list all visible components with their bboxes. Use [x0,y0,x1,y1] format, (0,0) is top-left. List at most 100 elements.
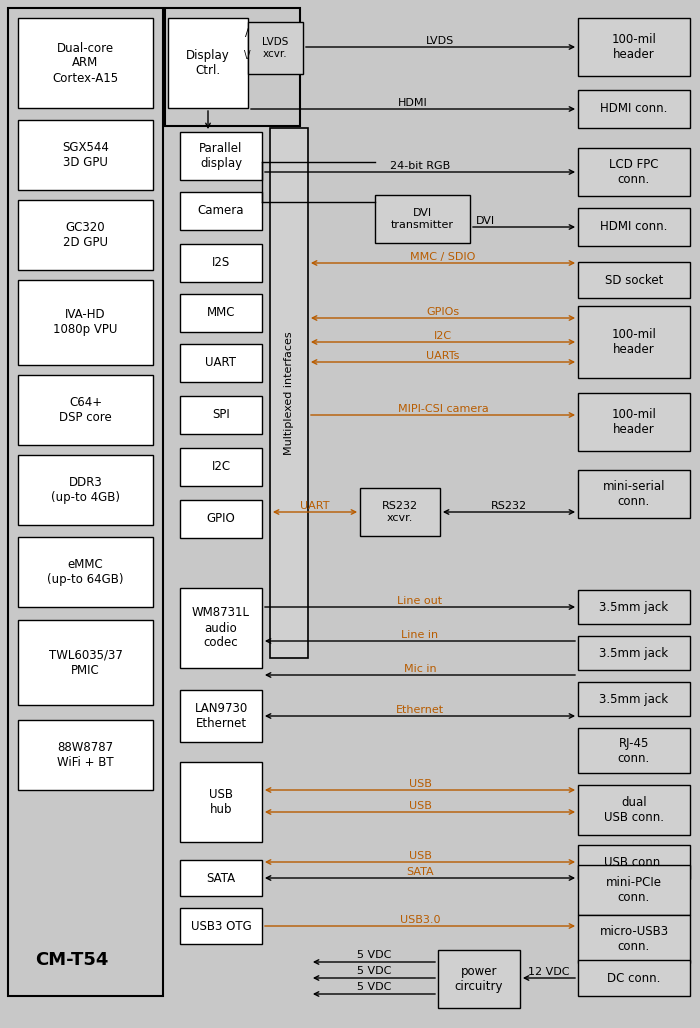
Text: DVI
transmitter: DVI transmitter [391,209,454,230]
Text: power
circuitry: power circuitry [455,965,503,993]
Text: LVDS: LVDS [426,36,454,46]
Text: UART: UART [206,357,237,369]
FancyBboxPatch shape [18,720,153,790]
Text: 100-mil
header: 100-mil header [612,33,657,61]
Text: IVA-HD
1080p VPU: IVA-HD 1080p VPU [53,308,118,336]
FancyBboxPatch shape [578,208,690,246]
FancyBboxPatch shape [18,455,153,525]
Text: GPIO: GPIO [206,513,235,525]
FancyBboxPatch shape [180,500,262,538]
FancyBboxPatch shape [180,244,262,282]
FancyBboxPatch shape [180,588,262,668]
FancyBboxPatch shape [578,960,690,996]
FancyBboxPatch shape [180,294,262,332]
FancyBboxPatch shape [180,908,262,944]
Text: Line out: Line out [398,596,442,605]
Text: 5 VDC: 5 VDC [357,966,391,976]
FancyBboxPatch shape [18,280,153,365]
Text: DVI: DVI [475,216,495,226]
FancyBboxPatch shape [578,728,690,773]
Text: 5 VDC: 5 VDC [357,950,391,960]
FancyBboxPatch shape [180,448,262,486]
Text: CM-T54: CM-T54 [35,951,108,969]
FancyBboxPatch shape [578,682,690,715]
Text: RS232: RS232 [491,501,527,511]
Text: USB3 OTG: USB3 OTG [190,919,251,932]
Text: 88W8787
WiFi + BT: 88W8787 WiFi + BT [57,741,114,769]
Text: HDMI: HDMI [398,98,428,108]
FancyBboxPatch shape [360,488,440,536]
FancyBboxPatch shape [180,690,262,742]
Text: LCD FPC
conn.: LCD FPC conn. [609,158,659,186]
Text: dual
USB conn.: dual USB conn. [604,796,664,824]
FancyBboxPatch shape [180,192,262,230]
FancyBboxPatch shape [578,845,690,879]
Text: SGX544
3D GPU: SGX544 3D GPU [62,141,109,169]
Text: Display
Ctrl.: Display Ctrl. [186,49,230,77]
Text: DDR3
(up-to 4GB): DDR3 (up-to 4GB) [51,476,120,504]
FancyBboxPatch shape [18,620,153,705]
Text: MIPI-CSI camera: MIPI-CSI camera [398,404,489,414]
FancyBboxPatch shape [180,344,262,382]
FancyBboxPatch shape [375,195,470,243]
FancyBboxPatch shape [438,950,520,1008]
Text: USB conn.: USB conn. [604,855,664,869]
Text: I2C: I2C [434,331,452,341]
Text: TWL6035/37
PMIC: TWL6035/37 PMIC [48,649,122,676]
FancyBboxPatch shape [578,915,690,963]
Text: 3.5mm jack: 3.5mm jack [599,647,668,660]
Text: mini-serial
conn.: mini-serial conn. [603,480,665,508]
Text: HDMI conn.: HDMI conn. [601,220,668,233]
Text: USB3.0: USB3.0 [400,915,440,925]
FancyBboxPatch shape [180,860,262,896]
Text: 5 VDC: 5 VDC [357,982,391,992]
FancyBboxPatch shape [578,262,690,298]
Text: 3.5mm jack: 3.5mm jack [599,693,668,705]
Text: Ethernet: Ethernet [396,705,444,715]
Text: Mic in: Mic in [404,664,436,674]
Text: USB: USB [409,779,431,790]
FancyBboxPatch shape [578,785,690,835]
Text: micro-USB3
conn.: micro-USB3 conn. [599,925,668,953]
Text: \/: \/ [244,50,251,60]
Text: Dual-core
ARM
Cortex-A15: Dual-core ARM Cortex-A15 [52,41,118,84]
FancyBboxPatch shape [248,22,303,74]
Text: SPI: SPI [212,408,230,421]
Text: SATA: SATA [406,867,434,877]
Text: WM8731L
audio
codec: WM8731L audio codec [192,607,250,650]
Text: C64+
DSP core: C64+ DSP core [59,396,112,424]
Text: Parallel
display: Parallel display [199,142,243,170]
FancyBboxPatch shape [180,762,262,842]
Text: I2C: I2C [211,461,230,474]
FancyBboxPatch shape [578,393,690,451]
Text: 24-bit RGB: 24-bit RGB [390,161,450,171]
Text: LAN9730
Ethernet: LAN9730 Ethernet [195,702,248,730]
FancyBboxPatch shape [578,470,690,518]
Text: RJ-45
conn.: RJ-45 conn. [618,736,650,765]
Text: GC320
2D GPU: GC320 2D GPU [63,221,108,249]
FancyBboxPatch shape [18,19,153,108]
FancyBboxPatch shape [270,128,308,658]
Text: MMC: MMC [206,306,235,320]
Text: HDMI conn.: HDMI conn. [601,103,668,115]
Text: 12 VDC: 12 VDC [528,967,570,977]
Text: SD socket: SD socket [605,273,663,287]
Text: GPIOs: GPIOs [426,307,460,317]
FancyBboxPatch shape [180,396,262,434]
FancyBboxPatch shape [578,306,690,378]
FancyBboxPatch shape [168,19,248,108]
Text: Camera: Camera [197,205,244,218]
Text: Multiplexed interfaces: Multiplexed interfaces [284,331,294,454]
FancyBboxPatch shape [18,375,153,445]
Text: mini-PCIe
conn.: mini-PCIe conn. [606,876,662,904]
FancyBboxPatch shape [8,8,163,996]
FancyBboxPatch shape [165,8,300,126]
Text: UART: UART [300,501,330,511]
Text: /: / [245,28,249,38]
Text: USB: USB [409,851,431,861]
FancyBboxPatch shape [578,636,690,670]
Text: DC conn.: DC conn. [608,971,661,985]
Text: MMC / SDIO: MMC / SDIO [410,252,476,262]
Text: 100-mil
header: 100-mil header [612,408,657,436]
FancyBboxPatch shape [578,19,690,76]
